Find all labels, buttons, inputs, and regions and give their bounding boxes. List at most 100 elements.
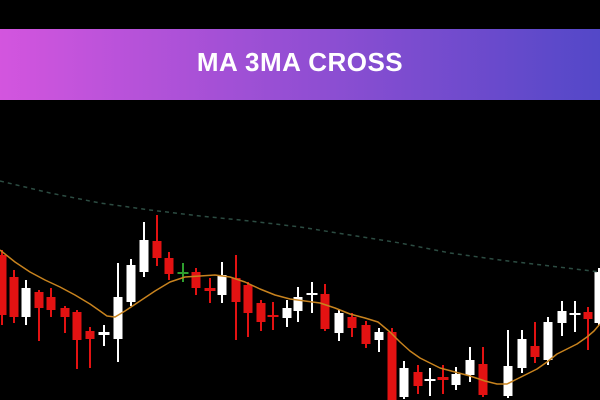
candle-body [217,275,227,295]
candle [478,347,488,397]
candle-body [374,332,384,340]
candle [347,313,357,337]
candle-body [557,311,567,323]
candle-body [191,272,201,288]
candle-body [413,372,423,386]
candle-body [478,364,488,395]
candle-body [451,374,461,385]
candle [293,287,303,322]
candle [177,263,189,282]
candle [60,306,70,333]
candle [543,317,553,365]
candle-wick [587,307,589,350]
candle [231,255,241,340]
candle [85,327,95,368]
candle-wick [38,290,40,341]
candle-doji-dash [204,288,216,291]
candle [217,262,227,303]
candle-body [530,346,540,357]
candle-doji-dash [267,315,279,317]
candle [320,284,330,331]
candle-body [503,366,513,396]
candle-body [465,360,475,375]
candle [374,328,384,352]
candle [126,259,136,306]
candle-body [126,265,136,302]
candle-doji-dash [424,379,436,381]
candle-wick [156,215,158,266]
candle [113,263,123,362]
candle-body [152,241,162,258]
candle [517,330,527,373]
fast-ma-solid-orange-line [0,249,600,385]
candle [424,368,436,396]
candle-wick [429,368,431,396]
candle [204,278,216,303]
candle [306,282,318,313]
candle-body [347,317,357,328]
candle-wick [574,301,576,332]
candle-body [320,294,330,329]
candle-body [387,332,397,400]
candle-body [139,240,149,272]
candle [282,300,292,327]
candle-body [282,308,292,318]
page-title: MA 3MA CROSS [196,46,404,77]
candle-doji-dash [437,377,449,380]
candle [0,250,7,325]
candle-wick [311,282,313,313]
candle [256,300,266,331]
title-banner: MA 3MA CROSS [0,29,600,100]
candle-body [517,339,527,368]
candle-body [594,272,600,323]
candle-body [256,303,266,322]
candle [9,270,19,323]
candle [503,330,513,398]
slow-ma-dashed-teal-line [0,180,600,273]
candle [569,301,581,332]
candle [437,365,449,394]
candle [465,347,475,382]
candle [413,365,423,394]
candle-body [85,331,95,339]
candle-wick [507,330,509,398]
candle-body [164,258,174,274]
candle-body [9,277,19,317]
candle [530,322,540,363]
candle-body [543,322,553,360]
candle [387,328,397,400]
candle-wick [64,306,66,333]
candle [139,222,149,277]
candle [164,252,174,280]
candle-doji-dash [569,313,581,315]
candle [594,268,600,325]
candle-wick [103,325,105,346]
candle-body [21,288,31,317]
candle-body [60,308,70,317]
candle [191,268,201,295]
candle-body [34,292,44,308]
candle [34,290,44,341]
candle [243,282,253,337]
candle [267,302,279,330]
candle-doji-dash [306,293,318,295]
candle-wick [534,322,536,363]
candle-body [334,313,344,333]
candle [72,310,82,369]
candle [21,280,31,325]
candle-body [399,368,409,397]
candle [399,361,409,399]
candle [46,288,56,317]
candle-wick [89,327,91,368]
candle [557,301,567,336]
candle [451,367,461,390]
candle-body [72,312,82,340]
candle [334,309,344,341]
candle-body [361,325,371,344]
candle-body [243,285,253,313]
candle-body [583,312,593,319]
candle-doji-dash [98,332,110,335]
candle-doji-dash [177,272,189,274]
candle [152,215,162,266]
